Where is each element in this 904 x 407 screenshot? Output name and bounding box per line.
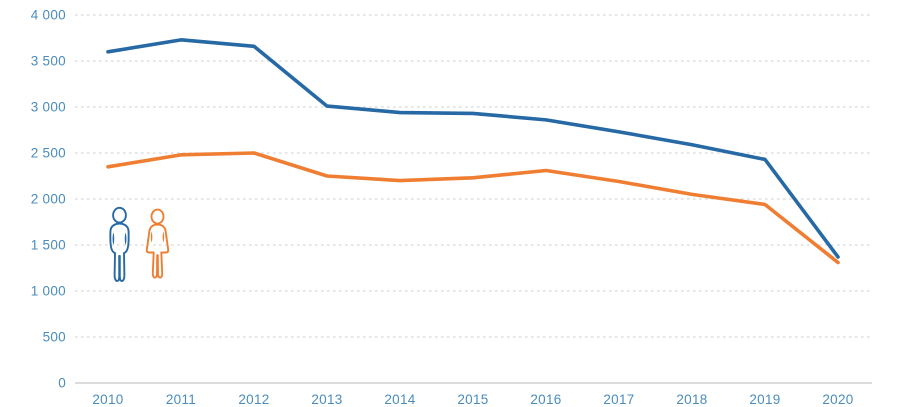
x-axis-labels: 2010 2011 2012 2013 2014 2015 2016 2017 2018 2019… bbox=[92, 392, 853, 407]
y-tick-label: 0 bbox=[58, 376, 66, 391]
x-tick-label: 2017 bbox=[603, 392, 634, 407]
y-axis-labels: 0 500 1 000 1 500 2 000 2 500 3 000 3 500 4 000 bbox=[31, 8, 66, 391]
y-tick-label: 3 000 bbox=[31, 100, 66, 115]
x-tick-label: 2010 bbox=[92, 392, 123, 407]
x-tick-label: 2018 bbox=[676, 392, 707, 407]
x-tick-label: 2019 bbox=[749, 392, 780, 407]
x-tick-label: 2016 bbox=[530, 392, 561, 407]
data-series bbox=[106, 38, 840, 265]
y-tick-label: 4 000 bbox=[31, 8, 66, 23]
x-tick-label: 2014 bbox=[384, 392, 415, 407]
series-line-women bbox=[106, 151, 840, 265]
x-tick-label: 2020 bbox=[822, 392, 853, 407]
y-tick-label: 500 bbox=[43, 330, 66, 345]
y-tick-label: 1 500 bbox=[31, 238, 66, 253]
y-tick-label: 2 000 bbox=[31, 192, 66, 207]
y-tick-label: 2 500 bbox=[31, 146, 66, 161]
man-icon bbox=[109, 206, 130, 282]
y-tick-label: 3 500 bbox=[31, 54, 66, 69]
x-tick-label: 2012 bbox=[238, 392, 269, 407]
series-line-men bbox=[106, 38, 840, 259]
gridlines bbox=[75, 14, 872, 384]
woman-icon bbox=[145, 208, 170, 279]
x-tick-label: 2013 bbox=[311, 392, 342, 407]
y-tick-label: 1 000 bbox=[31, 284, 66, 299]
x-tick-label: 2015 bbox=[457, 392, 488, 407]
x-tick-label: 2011 bbox=[166, 392, 196, 407]
